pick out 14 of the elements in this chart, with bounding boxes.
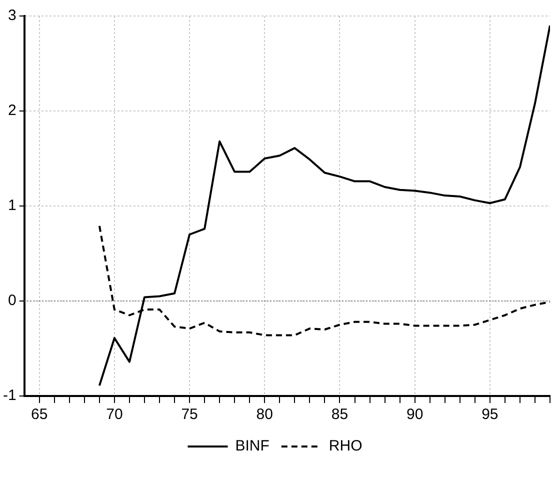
y-tick-label: 1 (8, 197, 16, 214)
x-tick-label: 90 (406, 406, 424, 424)
x-tick-label: 75 (181, 406, 198, 424)
x-tick-label: 85 (331, 406, 348, 424)
x-tick-label: 95 (482, 406, 498, 424)
y-tick-label: 0 (8, 292, 16, 310)
y-tick-label: -1 (2, 387, 16, 404)
y-tick-label: 3 (8, 7, 16, 24)
x-tick-label: 65 (31, 406, 48, 424)
x-tick-label: 80 (256, 406, 273, 424)
legend-label: BINF (235, 438, 270, 455)
x-tick-label: 70 (106, 406, 123, 424)
y-tick-label: 2 (8, 102, 16, 120)
legend-label: RHO (328, 438, 362, 455)
